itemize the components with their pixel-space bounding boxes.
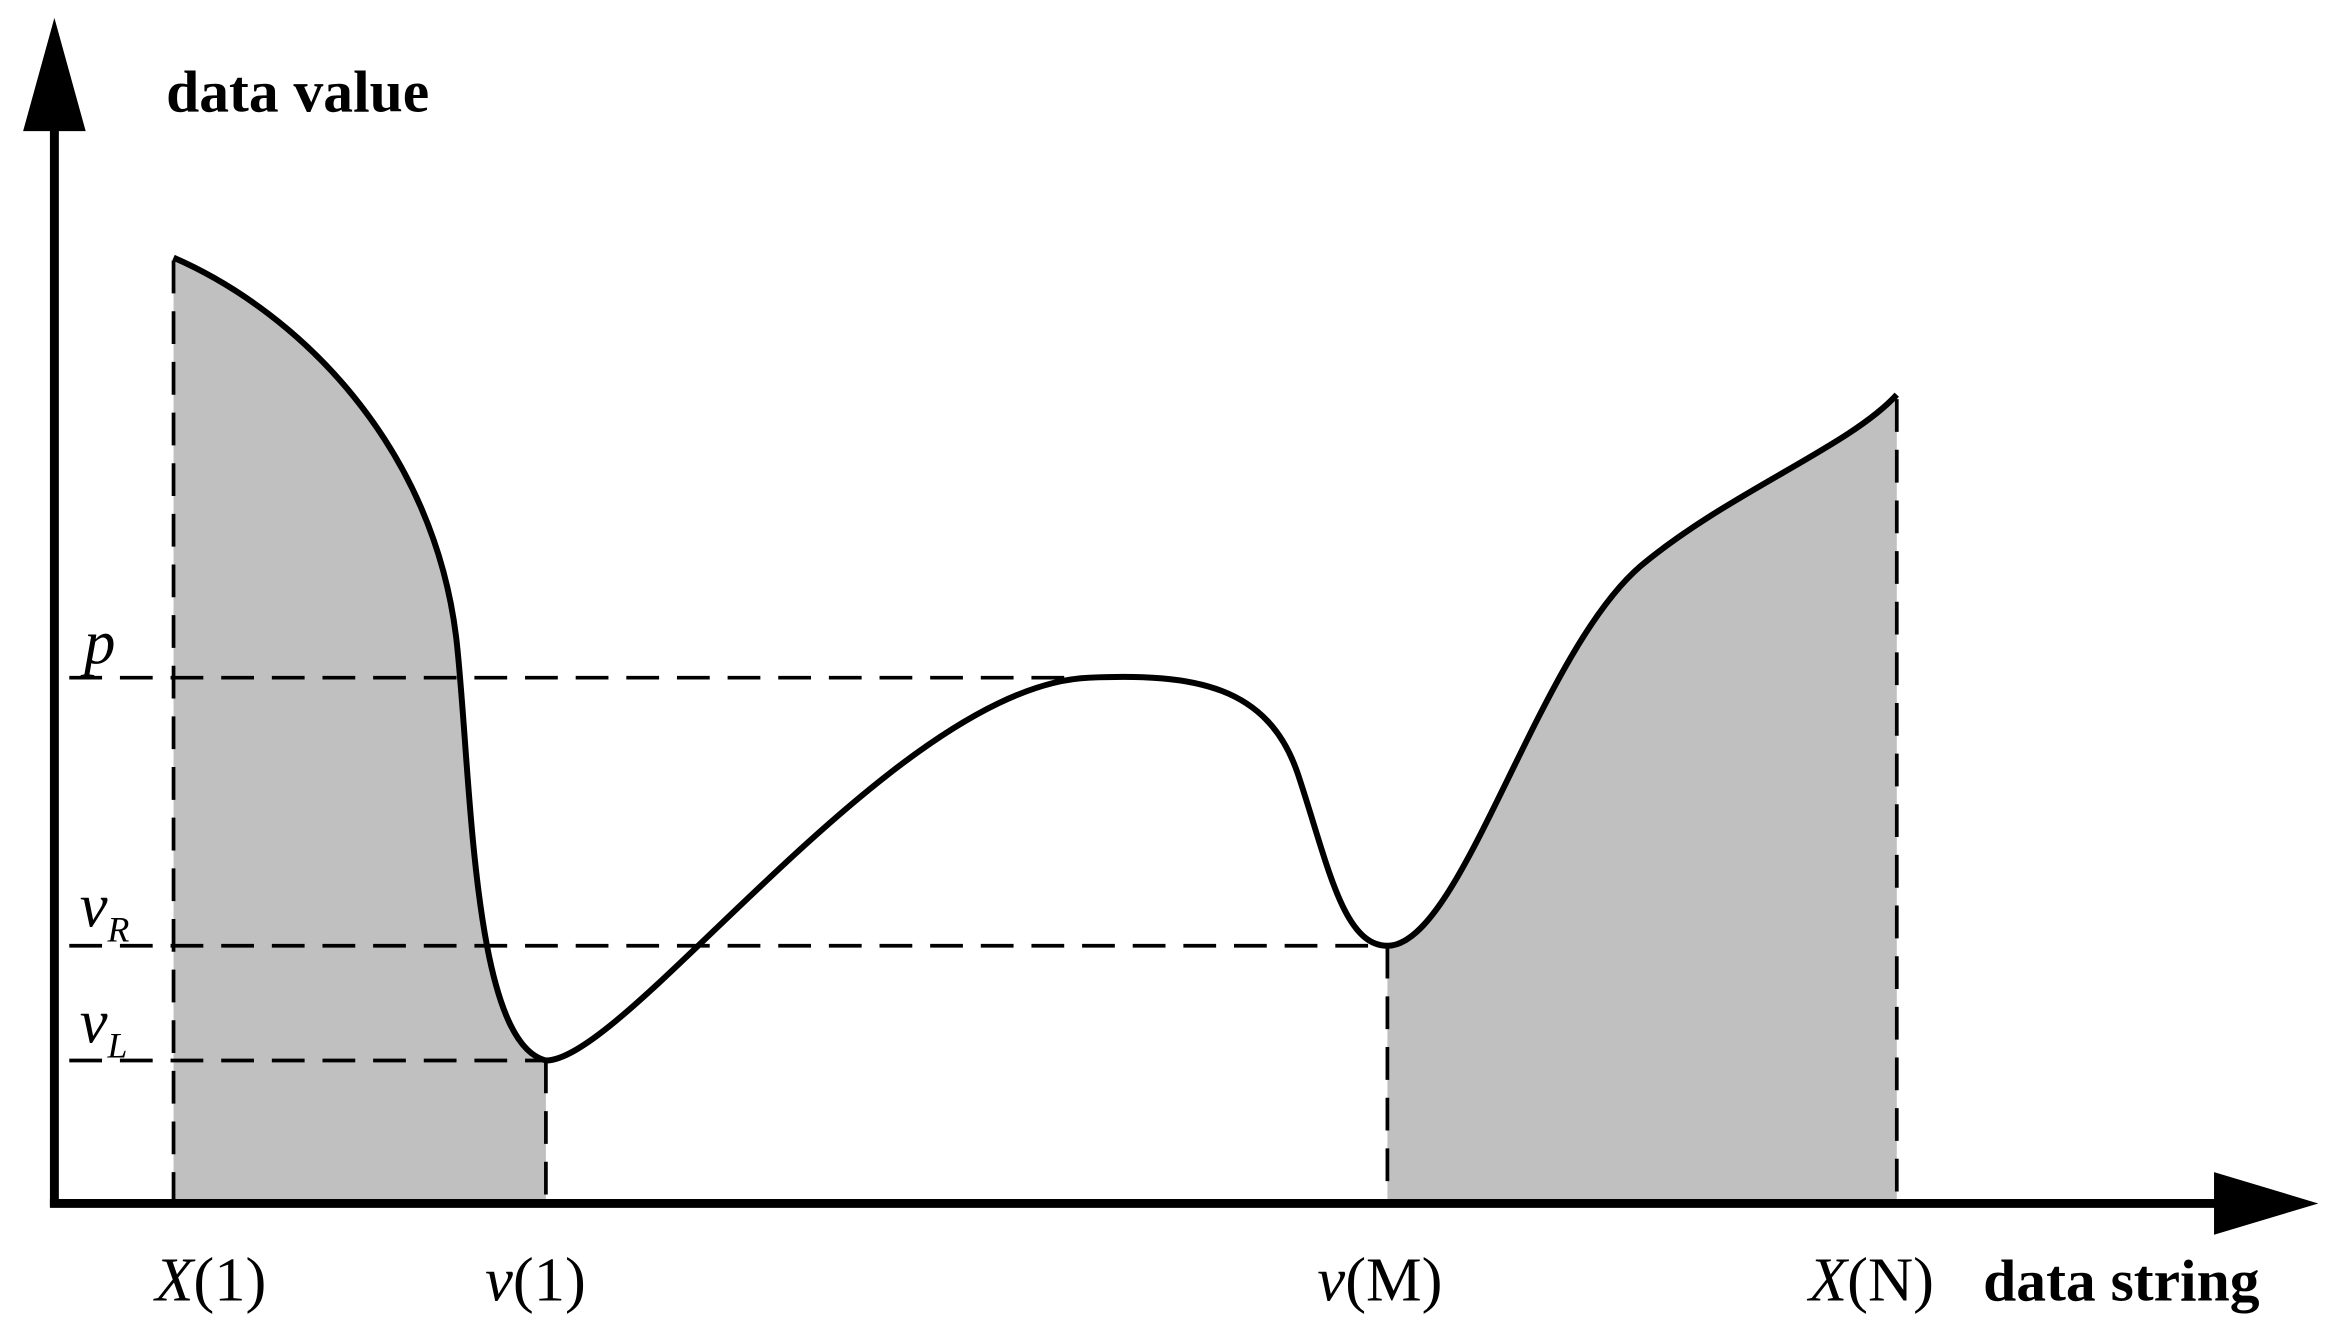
x-label: v(M) xyxy=(1317,1244,1442,1314)
y-axis-title: data value xyxy=(166,59,429,125)
x-label-arg: (1) xyxy=(513,1244,586,1314)
x-label-arg: (M) xyxy=(1345,1244,1442,1314)
y-label-name: v xyxy=(80,987,108,1057)
x-axis-arrow xyxy=(2214,1172,2319,1235)
x-label-name: X xyxy=(1806,1244,1850,1314)
x-label-arg: (N) xyxy=(1847,1244,1934,1314)
x-label: X(1) xyxy=(152,1244,266,1314)
y-label-name: p xyxy=(80,607,115,677)
y-label: vL xyxy=(80,987,128,1066)
x-label-name: X xyxy=(152,1244,196,1314)
left-shaded-area xyxy=(173,257,546,1204)
x-label-name: v xyxy=(1317,1244,1345,1314)
y-label-sub: R xyxy=(106,909,129,949)
x-label: X(N) xyxy=(1806,1244,1934,1314)
y-label: vR xyxy=(80,870,130,949)
y-axis-arrow xyxy=(23,17,86,132)
right-shaded-area xyxy=(1387,394,1897,1204)
y-label-name: v xyxy=(80,870,108,940)
x-label-arg: (1) xyxy=(193,1244,266,1314)
x-axis-title: data string xyxy=(1983,1247,2260,1313)
data-curve xyxy=(172,254,1899,1064)
y-label: p xyxy=(80,607,115,677)
x-label-name: v xyxy=(485,1244,513,1314)
x-label: v(1) xyxy=(485,1244,586,1314)
y-label-sub: L xyxy=(106,1025,127,1065)
